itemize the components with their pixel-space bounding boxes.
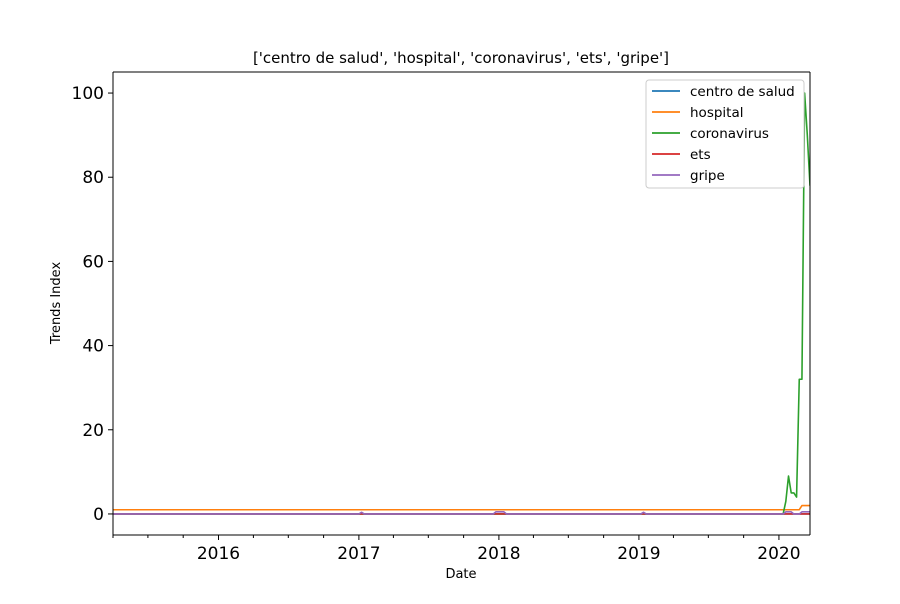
series-layer [113,92,810,515]
legend: centro de salud hospital coronavirus ets gri… [645,79,805,189]
x-axis-label: Date [445,567,476,582]
x-tick-label: 2019 [617,544,660,564]
x-tick-label: 2020 [757,544,800,564]
legend-box [645,79,805,189]
y-tick-label: 100 [72,84,104,104]
chart-title: ['centro de salud', 'hospital', 'coronav… [253,49,669,67]
legend-label: centro de salud [690,84,795,100]
x-tick-label: 2016 [197,544,240,564]
legend-label: coronavirus [690,126,769,142]
y-tick-label: 0 [93,505,104,525]
x-tick-label: 2017 [337,544,380,564]
y-tick-label: 40 [82,337,104,357]
series-line [113,504,810,511]
y-axis: 0 20 40 60 80 100 [72,84,113,525]
legend-label: ets [690,147,711,163]
plot-frame [112,71,811,536]
series-line [113,92,810,515]
legend-label: gripe [690,168,725,184]
legend-label: hospital [690,105,744,121]
series-line [113,511,810,515]
x-tick-label: 2018 [477,544,520,564]
y-tick-label: 60 [82,252,104,272]
y-axis-label: Trends Index [49,262,64,346]
y-tick-label: 20 [82,421,104,441]
y-tick-label: 80 [82,168,104,188]
